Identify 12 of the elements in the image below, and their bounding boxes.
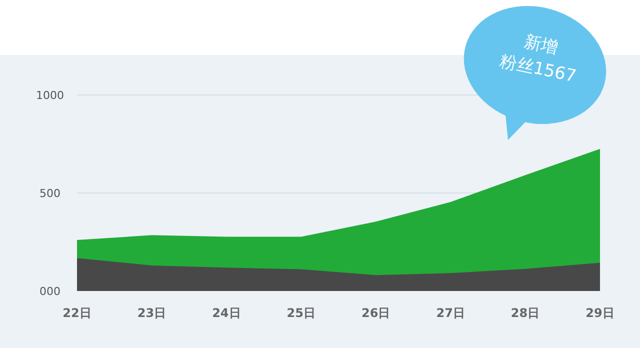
y-tick-label: 500 xyxy=(40,187,60,200)
x-tick-label: 22日 xyxy=(62,306,92,320)
y-tick-label: 000 xyxy=(40,285,60,298)
x-tick-label: 25日 xyxy=(286,306,316,320)
text: 新增 xyxy=(522,32,560,58)
x-tick-label: 24日 xyxy=(212,306,241,320)
y-tick-label: 1000 xyxy=(36,89,64,102)
x-tick-label: 28日 xyxy=(510,306,540,320)
x-tick-label: 23日 xyxy=(137,306,166,320)
x-tick-label: 27日 xyxy=(436,306,465,320)
x-tick-label: 26日 xyxy=(362,306,390,320)
x-tick-label: 29日 xyxy=(586,306,614,320)
